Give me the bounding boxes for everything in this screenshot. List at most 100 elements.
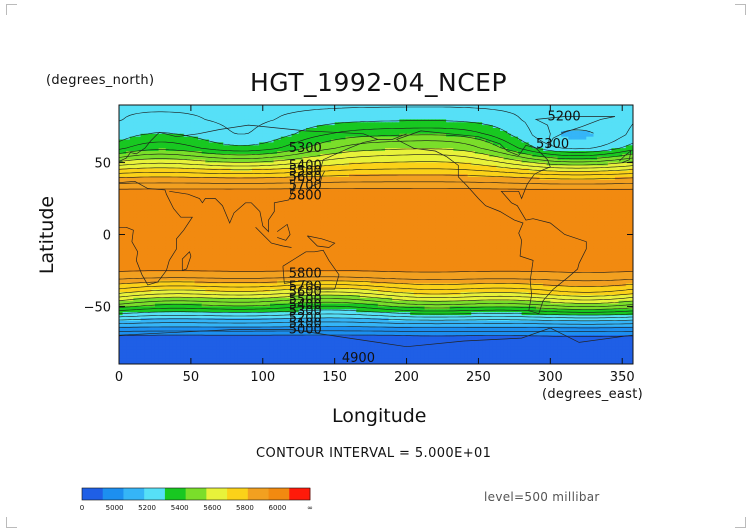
contour-cell <box>273 107 278 112</box>
contour-cell <box>424 171 429 175</box>
contour-cell <box>582 133 587 138</box>
contour-cell <box>543 185 548 190</box>
contour-cell <box>384 105 390 109</box>
contour-cell <box>597 185 602 190</box>
contour-cell <box>345 136 350 141</box>
contour-cell <box>399 174 404 178</box>
contour-cell <box>187 159 192 164</box>
contour-cell <box>219 185 224 190</box>
contour-cell <box>180 176 185 181</box>
contour-cell <box>165 110 170 115</box>
contour-cell <box>223 151 228 155</box>
contour-cell <box>539 122 544 126</box>
contour-cell <box>162 168 167 172</box>
contour-cell <box>208 165 214 169</box>
contour-cell <box>611 142 616 146</box>
contour-cell <box>410 113 415 118</box>
contour-cell <box>126 142 131 146</box>
contour-cell <box>571 151 577 155</box>
contour-cell <box>338 107 343 112</box>
contour-cell <box>234 188 239 192</box>
contour-cell <box>460 105 465 109</box>
contour-cell <box>162 133 167 138</box>
contour-cell <box>471 110 476 115</box>
contour-cell <box>237 162 242 167</box>
contour-cell <box>313 119 318 123</box>
contour-cell <box>216 113 221 118</box>
contour-cell <box>295 171 300 175</box>
contour-cell <box>334 122 339 126</box>
contour-cell <box>334 148 339 152</box>
contour-cell <box>180 165 185 169</box>
contour-cell <box>611 153 616 158</box>
contour-cell <box>377 156 382 161</box>
contour-cell <box>248 116 253 120</box>
contour-cell <box>467 128 472 132</box>
contour-cell <box>467 156 472 161</box>
contour-cell <box>543 168 548 172</box>
contour-cell <box>392 162 397 167</box>
contour-cell <box>625 113 630 118</box>
contour-cell <box>618 105 623 109</box>
contour-cell <box>158 188 163 192</box>
contour-cell <box>212 130 217 135</box>
contour-cell <box>539 110 544 115</box>
contour-cell <box>392 116 397 120</box>
contour-cell <box>331 119 336 123</box>
contour-cell <box>176 107 181 112</box>
contour-cell <box>442 162 447 167</box>
contour-cell <box>126 182 131 187</box>
contour-cell <box>352 148 357 152</box>
contour-cell <box>316 151 321 155</box>
contour-cell <box>287 130 293 135</box>
contour-cell <box>600 113 605 118</box>
contour-cell <box>136 125 142 129</box>
contour-cell <box>165 145 170 149</box>
contour-cell <box>507 145 512 149</box>
contour-cell <box>586 165 591 169</box>
contour-cell <box>604 151 609 155</box>
contour-cell <box>298 116 303 120</box>
contour-cell <box>514 165 519 169</box>
contour-cell <box>162 110 167 115</box>
contour-cell <box>133 107 138 112</box>
contour-cell <box>467 130 472 135</box>
contour-cell <box>528 133 533 138</box>
contour-cell <box>219 128 224 132</box>
contour-cell <box>136 151 142 155</box>
contour-cell <box>183 122 188 126</box>
contour-cell <box>582 130 587 135</box>
contour-cell <box>424 153 429 158</box>
contour-cell <box>327 151 332 155</box>
contour-cell <box>187 165 192 169</box>
contour-cell <box>345 139 350 144</box>
contour-cell <box>589 151 595 155</box>
contour-cell <box>140 136 145 141</box>
contour-cell <box>539 113 544 118</box>
contour-cell <box>359 142 365 146</box>
contour-cell <box>284 122 289 126</box>
contour-cell <box>553 156 559 161</box>
contour-cell <box>370 179 375 184</box>
contour-cell <box>532 116 537 120</box>
contour-cell <box>208 162 214 167</box>
contour-cell <box>122 162 127 167</box>
contour-cell <box>129 159 134 164</box>
contour-cell <box>140 171 145 175</box>
contour-cell <box>162 151 167 155</box>
contour-cell <box>320 110 325 115</box>
contour-cell <box>428 130 433 135</box>
contour-cell <box>561 133 566 138</box>
contour-cell <box>593 113 598 118</box>
contour-cell <box>180 136 185 141</box>
contour-cell <box>467 165 472 169</box>
contour-cell <box>259 179 264 184</box>
contour-cell <box>384 142 390 146</box>
contour-cell <box>190 119 196 123</box>
contour-cell <box>331 110 336 115</box>
contour-cell <box>625 145 630 149</box>
contour-cell <box>198 176 203 181</box>
contour-cell <box>438 159 444 164</box>
contour-cell <box>413 185 418 190</box>
contour-cell <box>291 119 296 123</box>
